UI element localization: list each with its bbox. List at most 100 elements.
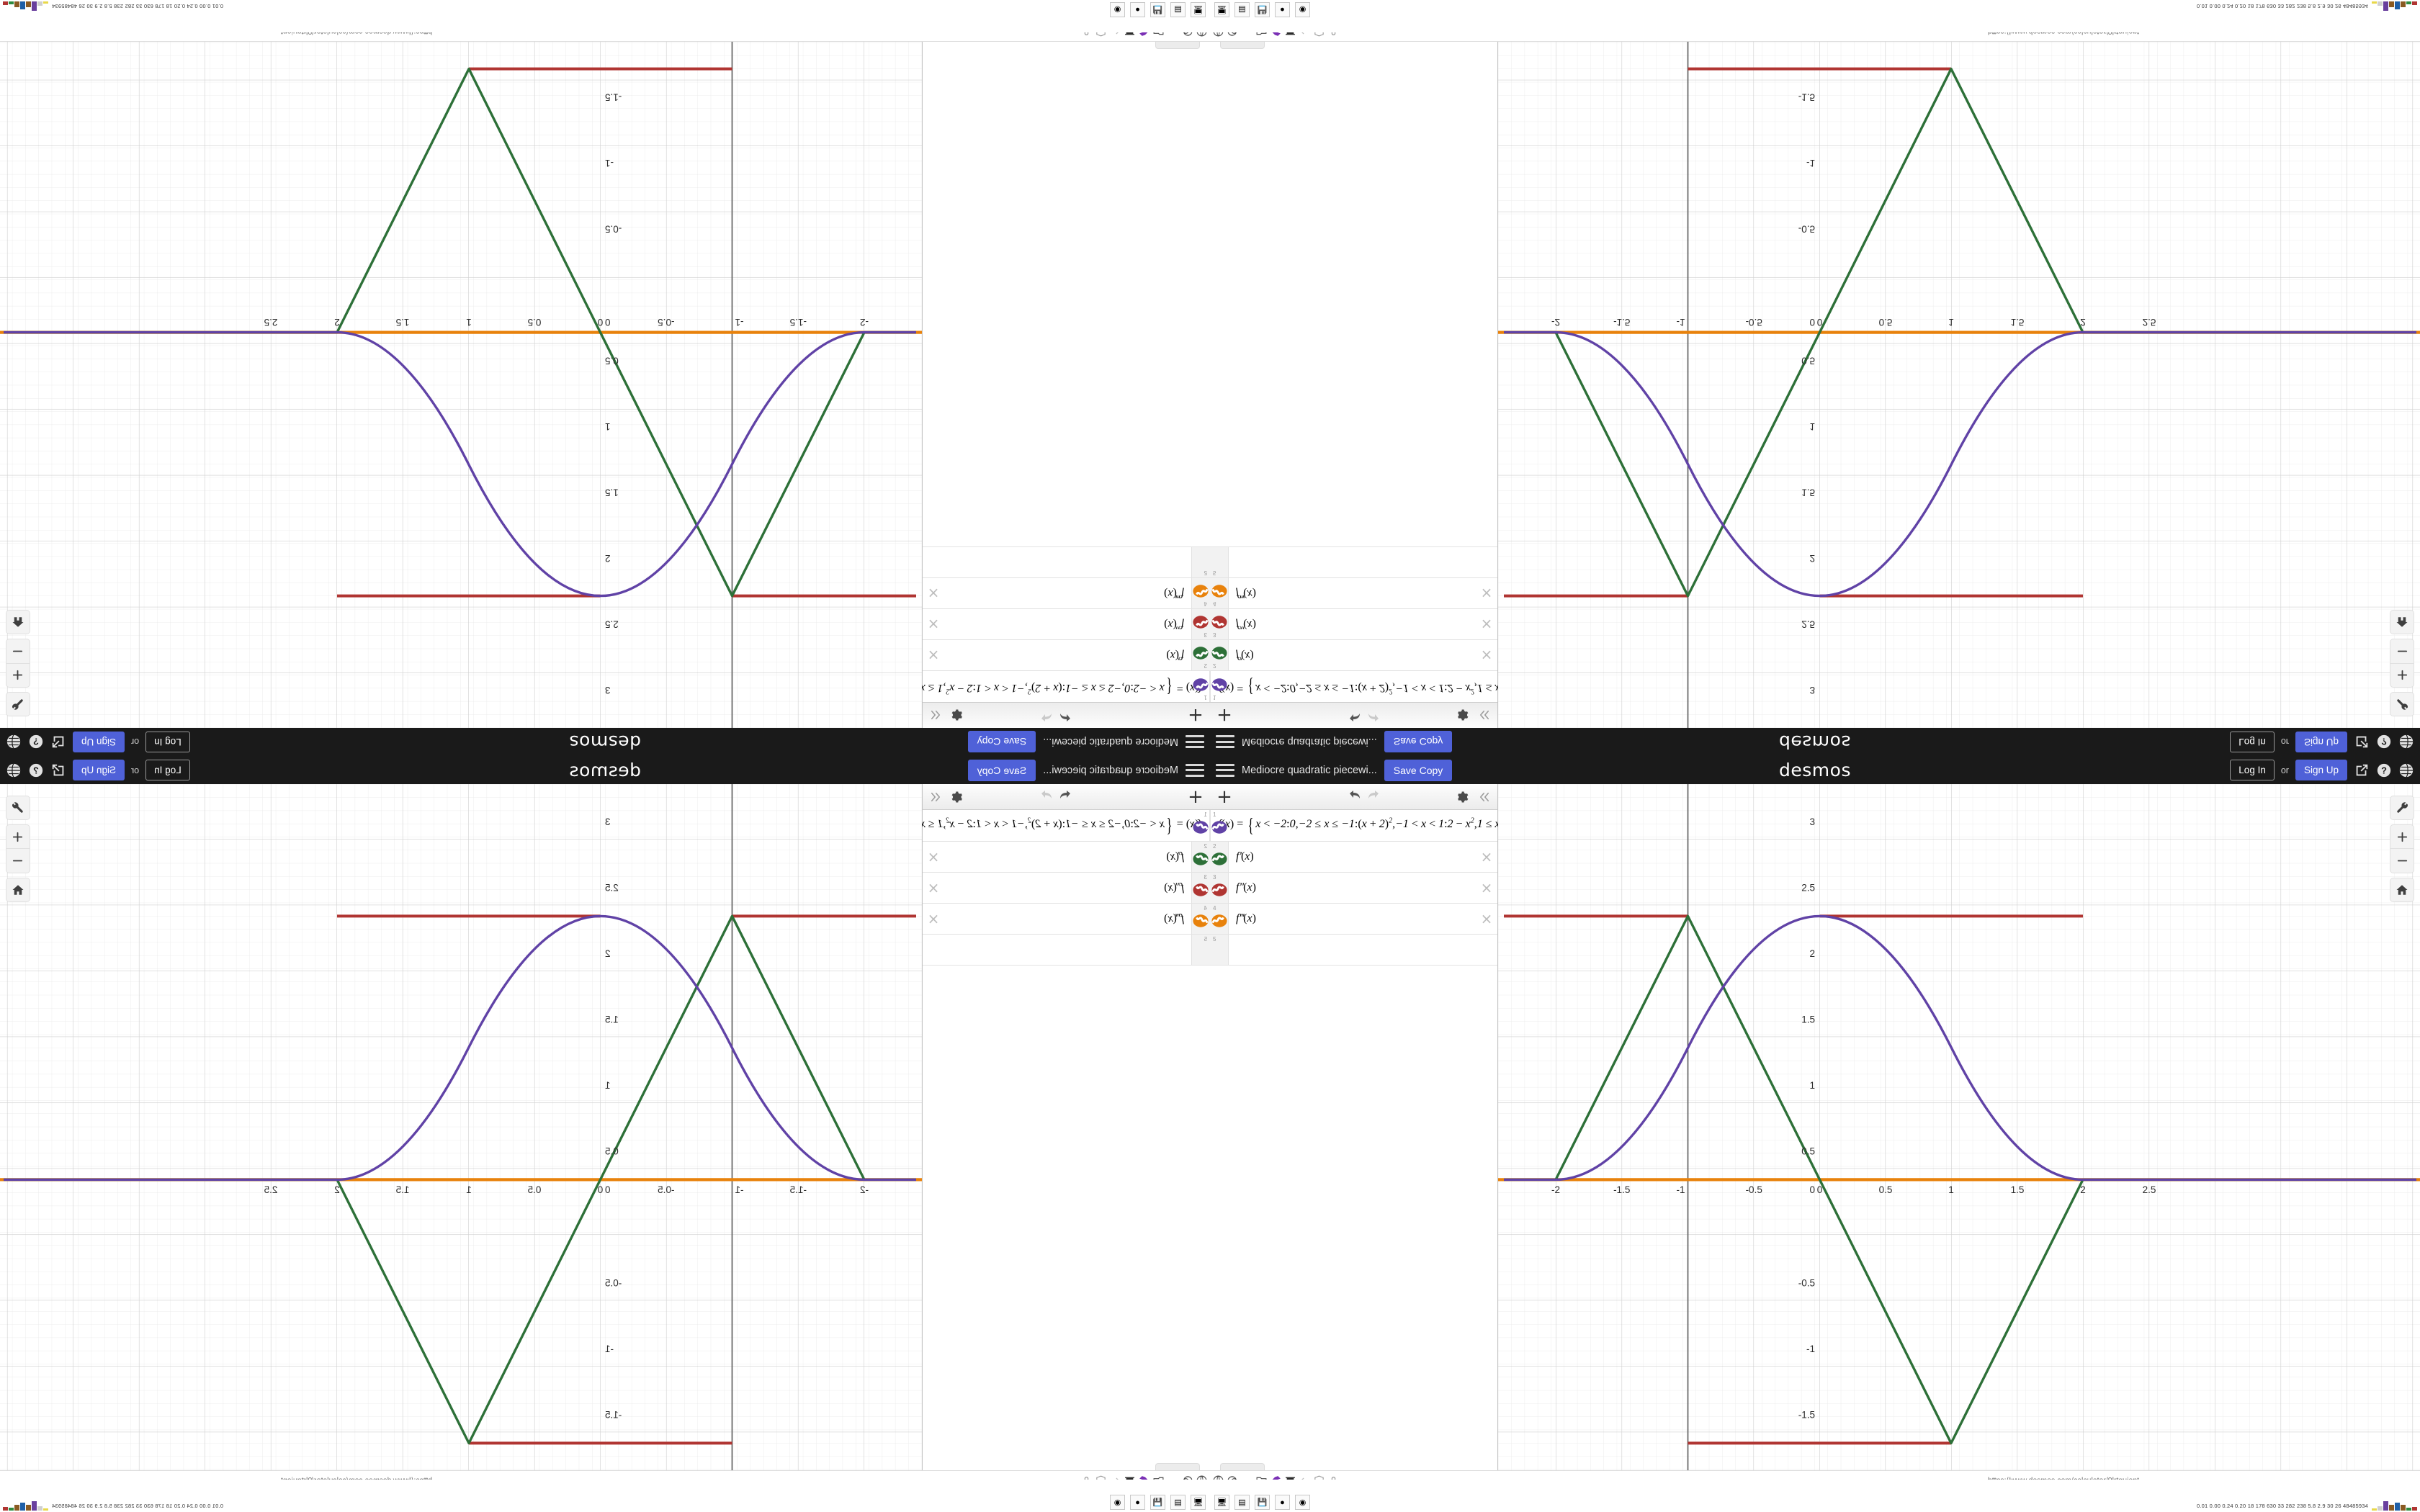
- document-title[interactable]: Mediocre quadratic piecewi...: [1043, 736, 1178, 748]
- graph-plot[interactable]: -2 -1.5 -1 -0.5 0 0.5 1 1.5 2 2.5 3 2.5 …: [1498, 784, 2420, 1512]
- expression-row[interactable]: 2 f′(x) ×: [1210, 842, 1497, 873]
- expression-color-dot[interactable]: [1211, 819, 1227, 835]
- expression-color-dot[interactable]: [1211, 882, 1227, 898]
- expression-content[interactable]: [1229, 945, 1497, 954]
- expression-row-empty[interactable]: 5: [1210, 935, 1497, 966]
- expression-content[interactable]: [1229, 558, 1497, 567]
- delete-expression-button[interactable]: ×: [1480, 910, 1493, 927]
- graph-home-button[interactable]: [2390, 610, 2414, 634]
- expression-content[interactable]: f′(x): [944, 644, 1191, 666]
- delete-expression-button[interactable]: ×: [927, 910, 940, 927]
- help-icon[interactable]: ?: [2376, 734, 2392, 750]
- expression-content[interactable]: f″(x): [944, 877, 1191, 899]
- expression-color-dot[interactable]: [1193, 882, 1209, 898]
- expression-row[interactable]: 1 f(x) = {x < −2:0,−2 ≤ x ≤ −1:(x + 2)2,…: [801, 670, 1210, 702]
- graph-canvas[interactable]: -2 -1.5 -1 -0.5 0 0.5 1 1.5 2 2.5 3 2.5 …: [0, 784, 922, 1512]
- save-copy-button[interactable]: Save Copy: [1384, 731, 1453, 753]
- undo-arrow-icon[interactable]: [1056, 707, 1075, 724]
- document-title[interactable]: Mediocre quadratic piecewi...: [1242, 764, 1377, 776]
- zoom-in-button[interactable]: [6, 824, 30, 849]
- expression-row[interactable]: 1 f(x) = {x < −2:0,−2 ≤ x ≤ −1:(x + 2)2,…: [1210, 670, 1619, 702]
- expression-content[interactable]: f‴(x): [1229, 908, 1476, 930]
- graph-canvas[interactable]: -2 -1.5 -1 -0.5 0 0.5 1 1.5 2 2.5 3 2.5 …: [1498, 0, 2420, 728]
- display-icon[interactable]: 🖥: [1191, 1495, 1206, 1510]
- help-icon[interactable]: ?: [28, 762, 44, 778]
- firefox-icon[interactable]: ●: [1130, 1495, 1145, 1510]
- expression-color-dot[interactable]: [1193, 819, 1209, 835]
- zoom-out-button[interactable]: [2390, 639, 2414, 663]
- expression-color-dot[interactable]: [1193, 645, 1209, 661]
- gear-icon[interactable]: [951, 709, 964, 722]
- graph-home-button[interactable]: [6, 610, 30, 634]
- share-icon[interactable]: [2354, 734, 2370, 750]
- document-title[interactable]: Mediocre quadratic piecewi...: [1043, 764, 1178, 776]
- undo-arrow-icon[interactable]: [1345, 788, 1364, 806]
- app-icon[interactable]: ◉: [1295, 2, 1310, 17]
- expression-content[interactable]: f′(x): [1229, 846, 1476, 868]
- expression-content[interactable]: f′(x): [944, 846, 1191, 868]
- terminal-icon[interactable]: ▤: [1234, 2, 1250, 17]
- expression-color-dot[interactable]: [1211, 913, 1227, 929]
- save-copy-button[interactable]: Save Copy: [967, 731, 1036, 753]
- share-icon[interactable]: [50, 762, 66, 778]
- zoom-out-button[interactable]: [6, 639, 30, 663]
- terminal-icon[interactable]: ▤: [1170, 2, 1186, 17]
- language-globe-icon[interactable]: [6, 734, 22, 750]
- expression-row[interactable]: 3 f″(x) ×: [923, 608, 1210, 639]
- expression-row[interactable]: 3 f″(x) ×: [923, 873, 1210, 904]
- delete-expression-button[interactable]: ×: [1480, 848, 1493, 865]
- graph-home-button[interactable]: [6, 878, 30, 902]
- expression-row[interactable]: 2 f′(x) ×: [923, 842, 1210, 873]
- display-icon[interactable]: 🖥: [1191, 2, 1206, 17]
- expression-row[interactable]: 3 f″(x) ×: [1210, 873, 1497, 904]
- expression-content[interactable]: f‴(x): [944, 908, 1191, 930]
- login-button[interactable]: Log In: [2230, 760, 2275, 780]
- graph-plot[interactable]: -2 -1.5 -1 -0.5 0 0.5 1 1.5 2 2.5 3 2.5 …: [1498, 0, 2420, 728]
- zoom-in-button[interactable]: [2390, 824, 2414, 849]
- expression-row-empty[interactable]: 5: [923, 935, 1210, 966]
- expression-content[interactable]: f′(x): [1229, 644, 1476, 666]
- undo-arrow-icon[interactable]: [1345, 707, 1364, 724]
- add-expression-button[interactable]: +: [1188, 704, 1204, 726]
- delete-expression-button[interactable]: ×: [1480, 585, 1493, 602]
- graph-plot[interactable]: -2 -1.5 -1 -0.5 0 0.5 1 1.5 2 2.5 3 2.5 …: [0, 784, 922, 1512]
- app-icon[interactable]: ◉: [1295, 1495, 1310, 1510]
- expression-content[interactable]: [923, 945, 1191, 954]
- floppy-save-icon[interactable]: 💾: [1255, 1495, 1270, 1510]
- expression-color-dot[interactable]: [1211, 851, 1227, 867]
- delete-expression-button[interactable]: ×: [927, 647, 940, 664]
- graph-plot[interactable]: -2 -1.5 -1 -0.5 0 0.5 1 1.5 2 2.5 3 2.5 …: [0, 0, 922, 728]
- save-copy-button[interactable]: Save Copy: [1384, 759, 1453, 781]
- floppy-save-icon[interactable]: 💾: [1255, 2, 1270, 17]
- gear-icon[interactable]: [1456, 709, 1469, 722]
- zoom-in-button[interactable]: [2390, 663, 2414, 688]
- floppy-save-icon[interactable]: 💾: [1150, 2, 1165, 17]
- zoom-out-button[interactable]: [2390, 849, 2414, 873]
- expression-content[interactable]: f″(x): [1229, 613, 1476, 635]
- firefox-icon[interactable]: ●: [1275, 2, 1290, 17]
- terminal-icon[interactable]: ▤: [1170, 1495, 1186, 1510]
- expression-row[interactable]: 2 f′(x) ×: [1210, 639, 1497, 670]
- expression-row[interactable]: 4 f‴(x) ×: [1210, 577, 1497, 608]
- display-icon[interactable]: 🖥: [1214, 2, 1229, 17]
- delete-expression-button[interactable]: ×: [1480, 647, 1493, 664]
- add-expression-button[interactable]: +: [1216, 704, 1232, 726]
- add-expression-button[interactable]: +: [1216, 786, 1232, 808]
- expression-color-dot[interactable]: [1211, 614, 1227, 630]
- expression-row[interactable]: 4 f‴(x) ×: [923, 577, 1210, 608]
- graph-canvas[interactable]: -2 -1.5 -1 -0.5 0 0.5 1 1.5 2 2.5 3 2.5 …: [1498, 784, 2420, 1512]
- signup-button[interactable]: Sign Up: [73, 732, 125, 752]
- expression-row[interactable]: 2 f′(x) ×: [923, 639, 1210, 670]
- redo-arrow-icon[interactable]: [1037, 788, 1056, 806]
- graph-settings-wrench-button[interactable]: [6, 796, 30, 820]
- expression-color-dot[interactable]: [1193, 913, 1209, 929]
- signup-button[interactable]: Sign Up: [2295, 760, 2347, 780]
- floppy-save-icon[interactable]: 💾: [1150, 1495, 1165, 1510]
- expression-row[interactable]: 4 f‴(x) ×: [923, 904, 1210, 935]
- save-copy-button[interactable]: Save Copy: [967, 759, 1036, 781]
- redo-arrow-icon[interactable]: [1364, 707, 1383, 724]
- delete-expression-button[interactable]: ×: [927, 848, 940, 865]
- delete-expression-button[interactable]: ×: [927, 879, 940, 896]
- expression-color-dot[interactable]: [1211, 677, 1227, 693]
- expression-content[interactable]: f″(x): [1229, 877, 1476, 899]
